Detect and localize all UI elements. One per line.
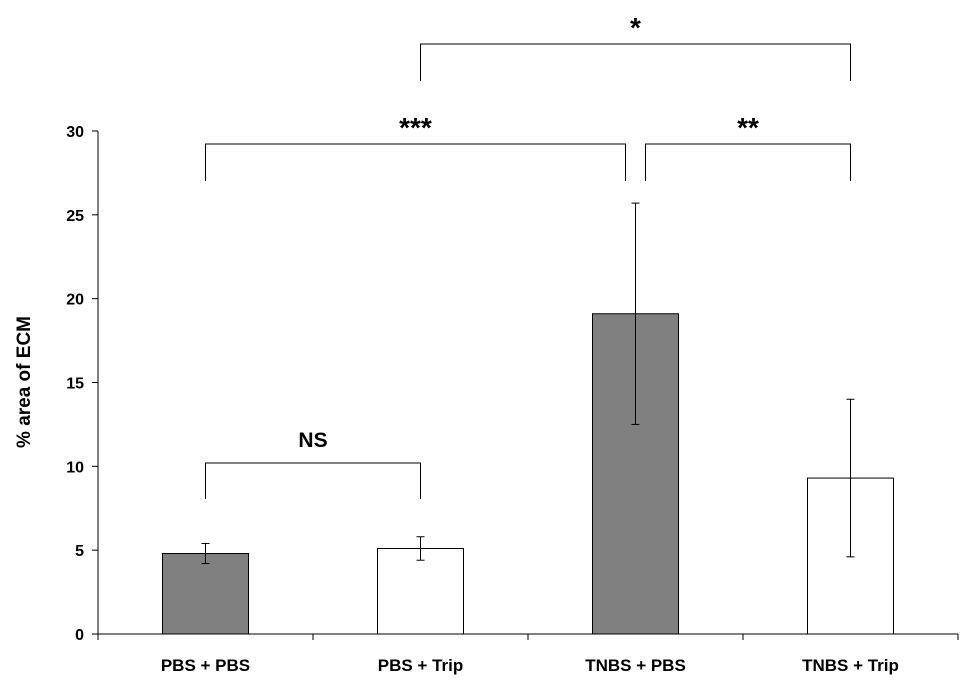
significance-label: *: [630, 12, 641, 43]
category-label: TNBS + PBS: [585, 656, 686, 675]
bar: [377, 547, 464, 635]
significance-brackets: NS*** ***: [205, 12, 851, 499]
significance-bracket: [205, 462, 421, 499]
y-tick-label: 30: [66, 124, 84, 141]
y-axis-label: % area of ECM: [14, 316, 35, 448]
significance-bracket: [645, 143, 851, 181]
y-tick-label: 15: [66, 376, 84, 393]
category-labels: PBS + PBS PBS + Trip TNBS + PBS TNBS + Trip: [161, 656, 899, 675]
error-bars: [201, 202, 855, 565]
x-ticks: [97, 634, 959, 640]
category-label: TNBS + Trip: [802, 656, 899, 675]
significance-bracket: [205, 143, 626, 181]
significance-label: ***: [399, 112, 432, 143]
bar: [162, 553, 249, 635]
y-ticks: 0 5 10 15 20 25 30: [66, 124, 98, 644]
significance-label: **: [737, 112, 759, 143]
y-tick-label: 0: [75, 627, 84, 644]
bars: [162, 313, 894, 635]
significance-bracket: [420, 43, 851, 81]
y-tick-label: 20: [66, 292, 84, 309]
y-tick-label: 10: [66, 459, 84, 476]
y-tick-label: 5: [75, 543, 84, 560]
category-label: PBS + Trip: [378, 656, 464, 675]
y-tick-label: 25: [66, 208, 84, 225]
significance-label: NS: [298, 429, 327, 452]
category-label: PBS + PBS: [161, 656, 250, 675]
